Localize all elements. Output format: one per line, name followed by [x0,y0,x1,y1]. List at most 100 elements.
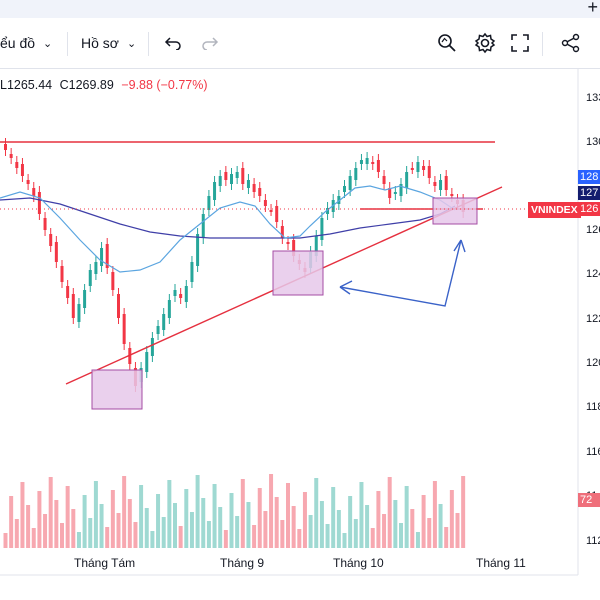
volume-bar [212,484,217,548]
undo-button[interactable] [164,18,182,68]
candle-body [179,294,183,298]
volume-bar [173,503,177,548]
ohlc-change: −9.88 (−0.77%) [121,78,208,92]
redo-icon [202,37,219,50]
template-label: Hồ sơ [81,35,119,51]
candle-body [292,240,296,256]
volume-bar [455,513,460,548]
candle-body [4,144,7,150]
volume-bar [427,518,432,548]
volume-bar [60,523,64,548]
candle-body [359,160,363,164]
redo-button[interactable] [201,18,219,68]
volume-bar [99,504,104,548]
volume-bar [240,479,245,548]
toolbar-divider [542,32,543,56]
volume-bar [348,496,353,548]
price-tick: 124 [586,268,600,280]
chart-toolbar: ểu đồ ⌄ Hồ sơ ⌄ [0,18,600,69]
template-dropdown[interactable]: Hồ sơ ⌄ [81,18,136,68]
volume-bar [382,514,387,548]
volume-bar [291,506,296,548]
volume-bar [387,477,392,548]
volume-bar [9,496,14,548]
browser-tab-strip: + [0,0,600,19]
candle-body [20,164,24,176]
candle-body [230,174,233,184]
volume-bar [415,532,420,548]
volume-bar [3,533,8,548]
volume-bar [302,492,307,548]
candle-body [54,242,58,262]
volume-bar [438,504,443,548]
share-button[interactable] [561,18,581,68]
volume-bar [297,529,302,548]
candle-body [393,192,397,194]
drawn-arrow [339,239,466,307]
volume-bar [280,520,285,548]
volume-bar [167,480,172,548]
volume-bar [257,488,262,548]
candle-body [354,168,358,180]
volume-bar [105,527,110,548]
candle-body [337,196,341,204]
ohlc-close: C1269.89 [59,78,114,92]
volume-bar [184,489,189,548]
candle-body [439,180,443,190]
volume-bar [342,533,347,548]
volume-bar [14,519,19,548]
candlesticks [4,138,465,392]
volume-bar [286,483,290,548]
volume-bar [461,476,466,548]
indicator-search-button[interactable] [436,18,458,68]
time-tick: Tháng Tám [74,556,136,570]
volume-bar [82,495,87,548]
candle-body [150,338,154,356]
candle-body [156,326,160,334]
volume-bar [26,505,31,548]
volume-bar [331,487,336,548]
volume-bar [370,528,375,548]
volume-bar [93,481,98,548]
new-tab-icon[interactable]: + [587,0,598,17]
settings-button[interactable] [474,18,496,68]
candle-body [117,294,120,318]
candle-body [145,352,149,372]
volume-bar [353,519,358,548]
candle-body [128,348,132,364]
candle-body [348,176,352,190]
candle-body [83,290,87,308]
volume-bar [399,523,403,548]
candle-body [66,286,70,298]
toolbar-divider [148,32,149,56]
volume-bar [48,477,53,548]
highlight-box-september [272,250,324,296]
chart-type-dropdown[interactable]: ểu đồ ⌄ [0,18,52,68]
candle-body [173,290,177,296]
candle-body [422,166,426,170]
candle-body [343,186,346,192]
candle-body [263,200,267,206]
volume-bar [195,475,200,548]
volume-bar [274,497,279,548]
candle-body [258,188,262,196]
candle-body [111,272,115,290]
symbol-label: VNINDEX [528,202,581,218]
highlight-box-august [91,369,143,410]
candle-body [427,166,431,178]
price-chart[interactable] [0,68,600,600]
candle-body [388,188,392,198]
volume-label: 72 [578,493,600,507]
candle-body [43,218,47,230]
volume-bar [319,501,324,548]
time-tick: Tháng 10 [333,556,384,570]
volume-bar [410,509,415,548]
volume-bar [144,508,149,548]
volume-bar [359,482,364,548]
fullscreen-button[interactable] [511,18,529,68]
volume-bar [269,474,274,548]
volume-bar [71,509,76,548]
candle-body [105,244,109,268]
indicator-search-icon [438,34,456,52]
candle-body [280,226,284,238]
